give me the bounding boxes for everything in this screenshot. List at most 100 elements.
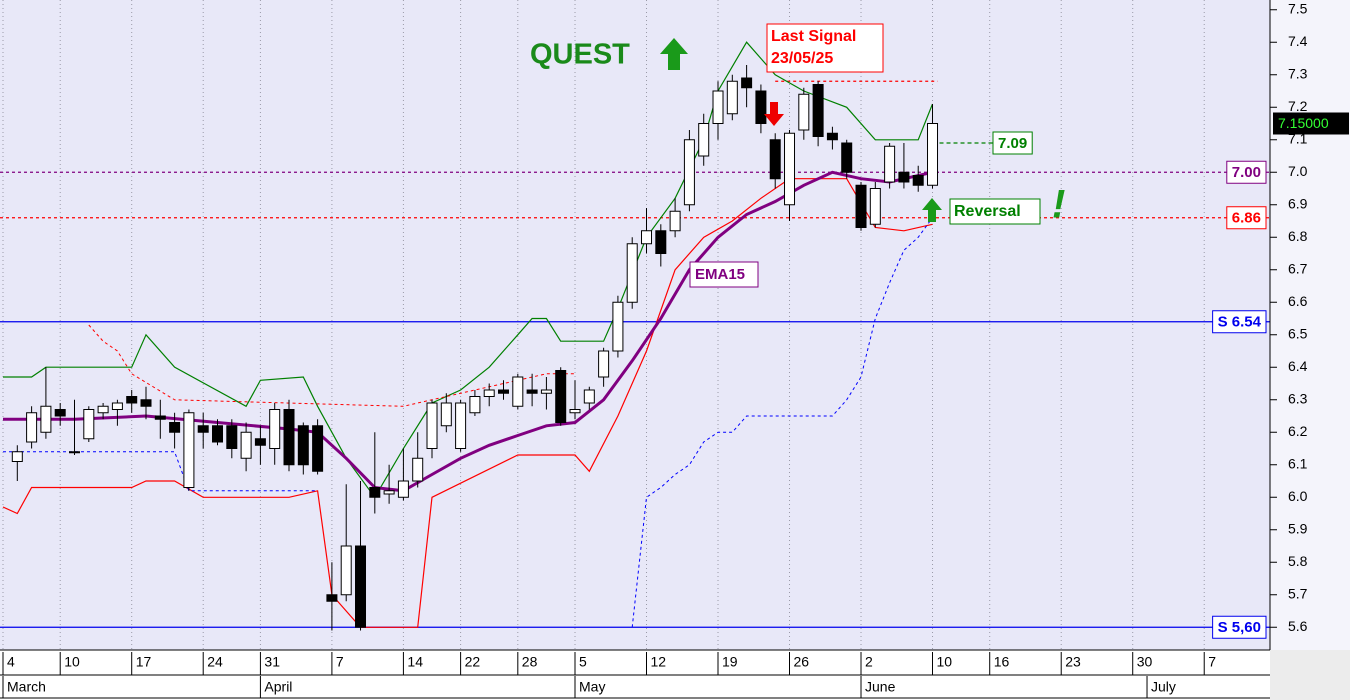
x-tick-label: 12 bbox=[651, 654, 667, 670]
y-tick-label: 7.3 bbox=[1288, 65, 1308, 81]
x-tick-label: 7 bbox=[1208, 654, 1216, 670]
y-tick-label: 6.2 bbox=[1288, 423, 1308, 439]
candle-body bbox=[798, 93, 810, 131]
x-tick-label: 22 bbox=[465, 654, 481, 670]
level-label: 7.00 bbox=[1232, 164, 1261, 181]
candle-body bbox=[154, 415, 166, 420]
candle-body bbox=[726, 80, 738, 115]
candle-body bbox=[26, 412, 38, 443]
level-box bbox=[1226, 206, 1267, 230]
month-label: April bbox=[264, 679, 292, 695]
corner bbox=[1270, 650, 1350, 700]
indicator-line bbox=[3, 41, 934, 499]
candle-body bbox=[512, 376, 524, 407]
signal-box bbox=[766, 23, 884, 73]
y-tick-label: 6.4 bbox=[1288, 358, 1308, 374]
price-tag-label: 7.15000 bbox=[1278, 115, 1329, 131]
y-tick-label: 6.0 bbox=[1288, 488, 1308, 504]
candle-body bbox=[755, 90, 767, 124]
reversal-arrow bbox=[922, 198, 942, 222]
y-tick-label: 5.6 bbox=[1288, 618, 1308, 634]
x-tick-label: 10 bbox=[64, 654, 80, 670]
candle-body bbox=[326, 594, 338, 602]
candle-body bbox=[898, 171, 910, 183]
candle-body bbox=[769, 139, 781, 180]
y-tick-label: 6.1 bbox=[1288, 455, 1308, 471]
candle-body bbox=[340, 545, 352, 596]
indicator-line bbox=[3, 217, 933, 628]
candle-body bbox=[240, 431, 252, 459]
month-label: July bbox=[1151, 679, 1176, 695]
up-arrow bbox=[660, 38, 688, 70]
level-box bbox=[1212, 310, 1267, 334]
x-tick-label: 2 bbox=[865, 654, 873, 670]
x-tick-label: 10 bbox=[937, 654, 953, 670]
candle-body bbox=[355, 545, 367, 628]
candle-body bbox=[183, 412, 195, 488]
x-tick-label: 19 bbox=[722, 654, 738, 670]
candle-body bbox=[469, 396, 481, 414]
x-tick-label: 17 bbox=[136, 654, 152, 670]
month-label: May bbox=[579, 679, 605, 695]
candle-body bbox=[598, 350, 610, 378]
candle-body bbox=[612, 301, 624, 352]
candle-body bbox=[826, 132, 838, 141]
candle-body bbox=[498, 389, 510, 394]
level-box bbox=[992, 131, 1033, 155]
candle-body bbox=[197, 425, 209, 433]
plot-background bbox=[0, 0, 1270, 650]
candle-body bbox=[569, 409, 581, 414]
signal-title: Last Signal bbox=[771, 28, 856, 45]
candle-body bbox=[283, 409, 295, 466]
candle-body bbox=[784, 132, 796, 206]
x-tick-label: 23 bbox=[1065, 654, 1081, 670]
candle-body bbox=[698, 123, 710, 157]
candle-body bbox=[483, 389, 495, 397]
candle-body bbox=[312, 425, 324, 472]
y-tick-label: 5.9 bbox=[1288, 520, 1308, 536]
quest-label: QUEST bbox=[530, 39, 630, 71]
candle-body bbox=[83, 409, 95, 440]
y-tick-label: 7.4 bbox=[1288, 33, 1308, 49]
exclamation: ! bbox=[1052, 183, 1065, 227]
candle-body bbox=[126, 396, 138, 404]
y-tick-label: 6.8 bbox=[1288, 228, 1308, 244]
level-label: S 5,60 bbox=[1218, 619, 1261, 636]
x-tick-label: 24 bbox=[207, 654, 223, 670]
candle-body bbox=[555, 370, 567, 423]
y-tick-label: 5.7 bbox=[1288, 585, 1308, 601]
y-tick-label: 6.5 bbox=[1288, 325, 1308, 341]
y-tick-label: 7.5 bbox=[1288, 0, 1308, 16]
candle-body bbox=[526, 389, 538, 394]
signal-date: 23/05/25 bbox=[771, 50, 833, 67]
candle-body bbox=[426, 402, 438, 449]
down-arrow bbox=[764, 102, 784, 126]
candle-body bbox=[669, 210, 681, 232]
candle-body bbox=[297, 425, 309, 466]
y-tick-label: 6.7 bbox=[1288, 260, 1308, 276]
candle-body bbox=[712, 90, 724, 124]
reversal-label: Reversal bbox=[954, 203, 1021, 220]
level-label: S 6.54 bbox=[1218, 314, 1262, 331]
candle-body bbox=[655, 230, 667, 254]
x-tick-label: 26 bbox=[794, 654, 810, 670]
candle-body bbox=[912, 175, 924, 186]
y-tick-label: 6.9 bbox=[1288, 195, 1308, 211]
x-tick-label: 31 bbox=[264, 654, 280, 670]
annotations: QUEST Last Signal 23/05/25 EMA15 Reversa… bbox=[530, 23, 1065, 288]
candle-body bbox=[226, 425, 238, 449]
candle-body bbox=[97, 405, 109, 414]
y-tick-label: 7.2 bbox=[1288, 98, 1308, 114]
ema-label: EMA15 bbox=[695, 266, 745, 283]
y-tick-label: 6.6 bbox=[1288, 293, 1308, 309]
candle-body bbox=[111, 402, 123, 410]
x-tick-label: 30 bbox=[1137, 654, 1153, 670]
x-tick-label: 5 bbox=[579, 654, 587, 670]
candle-body bbox=[583, 389, 595, 404]
candle-body bbox=[884, 145, 896, 183]
indicator-line bbox=[88, 324, 575, 407]
candle-body bbox=[869, 188, 881, 225]
candle-body bbox=[626, 243, 638, 303]
